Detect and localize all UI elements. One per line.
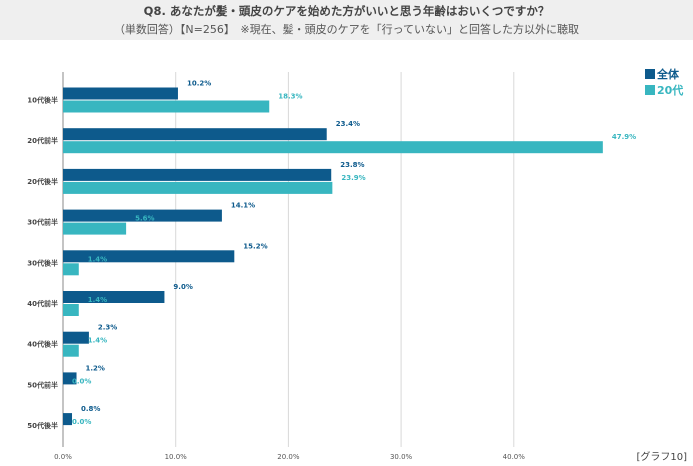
chart-subtitle: （単数回答）【N=256】 ※現在、髪・頭皮のケアを「行っていない」と回答した方… <box>113 23 580 36</box>
data-label: 23.4% <box>336 120 360 128</box>
bar-all <box>63 331 89 344</box>
bar-all <box>63 87 178 100</box>
category-label: 30代前半 <box>27 218 58 227</box>
category-label: 40代後半 <box>27 340 58 349</box>
bar-all <box>63 209 222 222</box>
bar-all <box>63 128 327 141</box>
legend-swatch <box>645 69 655 79</box>
bar-20s <box>63 141 603 154</box>
legend-label: 20代 <box>657 83 683 97</box>
data-label: 23.9% <box>341 174 365 182</box>
bar-20s <box>63 344 79 357</box>
legend-swatch <box>645 85 655 95</box>
category-label: 10代後半 <box>27 96 58 105</box>
data-label: 0.8% <box>81 405 100 413</box>
chart-title: Q8. あなたが髪・頭皮のケアを始めた方がいいと思う年齢はおいくつですか？ <box>143 4 550 18</box>
data-label: 15.2% <box>243 242 267 250</box>
bar-20s <box>63 181 333 194</box>
x-tick-label: 20.0% <box>277 453 300 461</box>
data-label: 10.2% <box>187 80 211 88</box>
bar-20s <box>63 100 270 113</box>
header-band: Q8. あなたが髪・頭皮のケアを始めた方がいいと思う年齢はおいくつですか？ （単… <box>0 0 693 40</box>
bar-20s <box>63 222 127 235</box>
x-tick-label: 10.0% <box>165 453 188 461</box>
category-label: 20代前半 <box>27 136 58 145</box>
data-label: 18.3% <box>278 93 302 101</box>
category-label: 30代後半 <box>27 258 58 267</box>
bar-all <box>63 168 332 181</box>
data-label: 9.0% <box>173 283 192 291</box>
category-label: 50代前半 <box>27 380 58 389</box>
bar-all <box>63 413 73 426</box>
data-label: 1.4% <box>88 255 107 263</box>
bar-20s <box>63 304 79 316</box>
graph-number: [グラフ10] <box>636 452 687 463</box>
data-label: 23.8% <box>340 161 364 169</box>
data-label: 1.4% <box>88 296 107 304</box>
data-label: 47.9% <box>612 133 636 141</box>
bar-all <box>63 250 235 263</box>
x-tick-label: 0.0% <box>54 453 72 461</box>
data-label: 2.3% <box>98 324 117 332</box>
data-label: 1.2% <box>86 364 105 372</box>
data-label: 14.1% <box>231 202 255 210</box>
data-label: 1.4% <box>88 337 107 345</box>
legend-label: 全体 <box>656 67 680 81</box>
x-tick-label: 30.0% <box>390 453 413 461</box>
data-label: 0.0% <box>72 418 91 426</box>
category-label: 50代後半 <box>27 421 58 430</box>
x-tick-label: 40.0% <box>503 453 526 461</box>
category-label: 20代後半 <box>27 177 58 186</box>
category-label: 40代前半 <box>27 299 58 308</box>
bar-all <box>63 372 77 385</box>
data-label: 0.0% <box>72 377 91 385</box>
bar-20s <box>63 263 79 276</box>
data-label: 5.6% <box>135 215 154 223</box>
bar-all <box>63 291 165 303</box>
